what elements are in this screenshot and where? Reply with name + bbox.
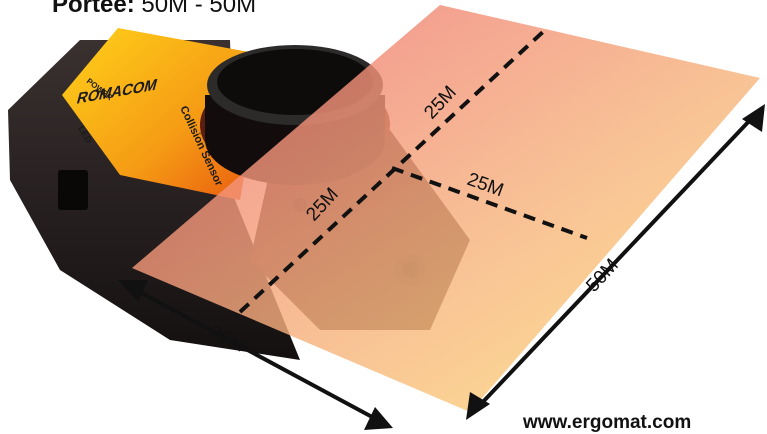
range-value: 50M - 50M [141,0,257,18]
website-link[interactable]: www.ergomat.com [523,412,692,433]
front-dimension-arrow [118,280,393,430]
radius-lines [238,28,588,314]
range-title: Portée: 50M - 50M [52,0,256,19]
detection-zone [132,5,760,412]
range-label: Portée: [52,0,135,18]
depth-dimension-arrow [466,104,765,420]
